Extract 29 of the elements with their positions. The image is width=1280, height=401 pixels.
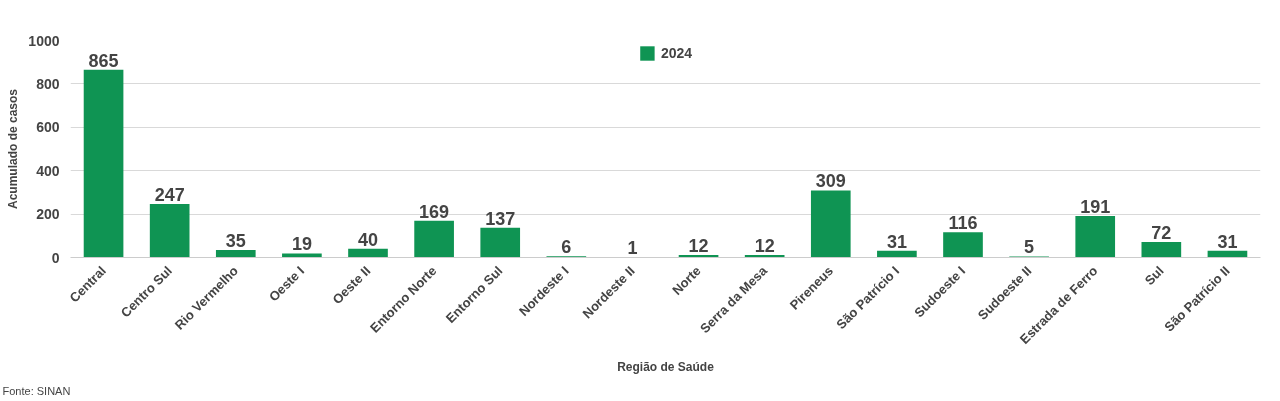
y-tick-label: 600	[36, 119, 60, 136]
data-label: 12	[688, 235, 709, 256]
y-tick-label: 0	[51, 249, 60, 266]
x-axis-title: Região de Saúde	[617, 360, 715, 375]
y-axis-title: Acumulado de casos	[6, 88, 21, 210]
data-label: 19	[291, 234, 312, 255]
data-label: 35	[225, 230, 246, 251]
data-label: 865	[88, 50, 119, 71]
data-label: 5	[1024, 237, 1035, 258]
y-tick-label: 800	[36, 75, 60, 92]
data-label: 31	[1217, 231, 1238, 252]
data-label: 40	[357, 229, 379, 250]
data-label: 116	[948, 213, 978, 234]
x-tick-label: Sul	[1141, 263, 1167, 289]
data-label: 12	[754, 235, 775, 256]
legend-label: 2024	[660, 45, 693, 61]
y-tick-label: 400	[36, 162, 60, 179]
data-label: 309	[815, 171, 846, 192]
data-label: 247	[154, 184, 185, 205]
data-label: 191	[1080, 197, 1111, 218]
data-label: 137	[485, 208, 516, 229]
data-label: 72	[1151, 222, 1172, 243]
data-label: 6	[561, 237, 572, 258]
y-tick-label: 200	[36, 206, 60, 223]
data-label: 1	[627, 238, 638, 259]
data-label: 31	[886, 231, 907, 252]
y-tick-label: 1000	[28, 32, 60, 49]
source-note: Fonte: SINAN	[2, 384, 71, 397]
data-label: 169	[419, 201, 450, 222]
